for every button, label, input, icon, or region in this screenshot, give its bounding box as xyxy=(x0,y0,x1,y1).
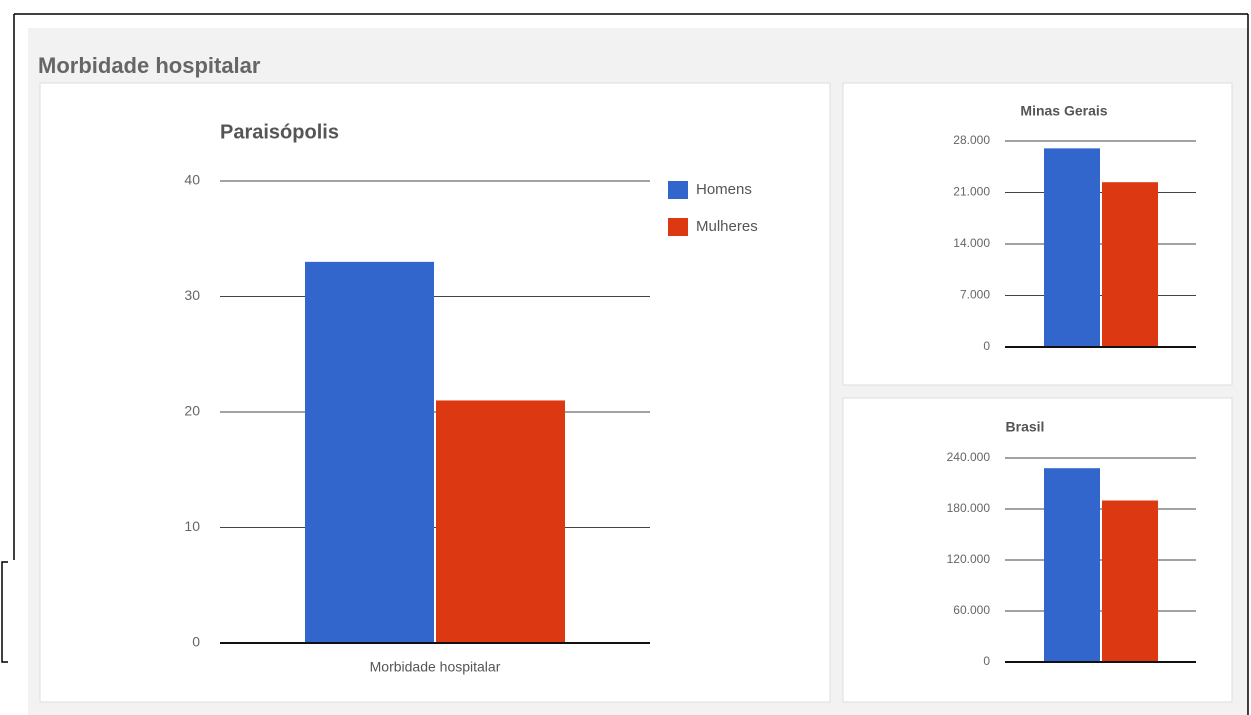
panel xyxy=(842,82,1233,386)
x-tick-label: Morbidade hospitalar xyxy=(370,659,501,675)
y-tick-label: 28.000 xyxy=(953,133,990,147)
y-tick-label: 0 xyxy=(983,654,990,668)
panel xyxy=(842,397,1233,703)
y-tick-label: 40 xyxy=(184,172,200,188)
chart-title: Brasil xyxy=(1006,419,1045,435)
legend-label: Homens xyxy=(696,181,752,198)
chart-title: Minas Gerais xyxy=(1020,103,1107,119)
bar xyxy=(305,261,434,643)
frame-bracket xyxy=(1,561,8,663)
y-tick-label: 180.000 xyxy=(947,501,991,515)
bar xyxy=(436,400,565,643)
legend-label: Mulheres xyxy=(696,218,758,235)
y-tick-label: 7.000 xyxy=(960,288,990,302)
panel xyxy=(39,82,831,703)
y-tick-label: 240.000 xyxy=(947,450,991,464)
legend-swatch xyxy=(668,218,688,236)
y-tick-label: 0 xyxy=(983,339,990,353)
legend-swatch xyxy=(668,181,688,199)
y-tick-label: 20 xyxy=(184,403,200,419)
y-tick-label: 30 xyxy=(184,287,200,303)
bar xyxy=(1102,500,1158,662)
bar xyxy=(1102,182,1158,347)
y-tick-label: 60.000 xyxy=(953,603,990,617)
y-tick-label: 14.000 xyxy=(953,236,990,250)
chart-title: Paraisópolis xyxy=(220,121,339,143)
y-tick-label: 10 xyxy=(184,518,200,534)
y-tick-label: 120.000 xyxy=(947,552,991,566)
dashboard-title: Morbidade hospitalar xyxy=(38,53,261,78)
bar xyxy=(1044,468,1100,662)
y-tick-label: 21.000 xyxy=(953,185,990,199)
bar xyxy=(1044,148,1100,347)
y-tick-label: 0 xyxy=(192,634,200,650)
